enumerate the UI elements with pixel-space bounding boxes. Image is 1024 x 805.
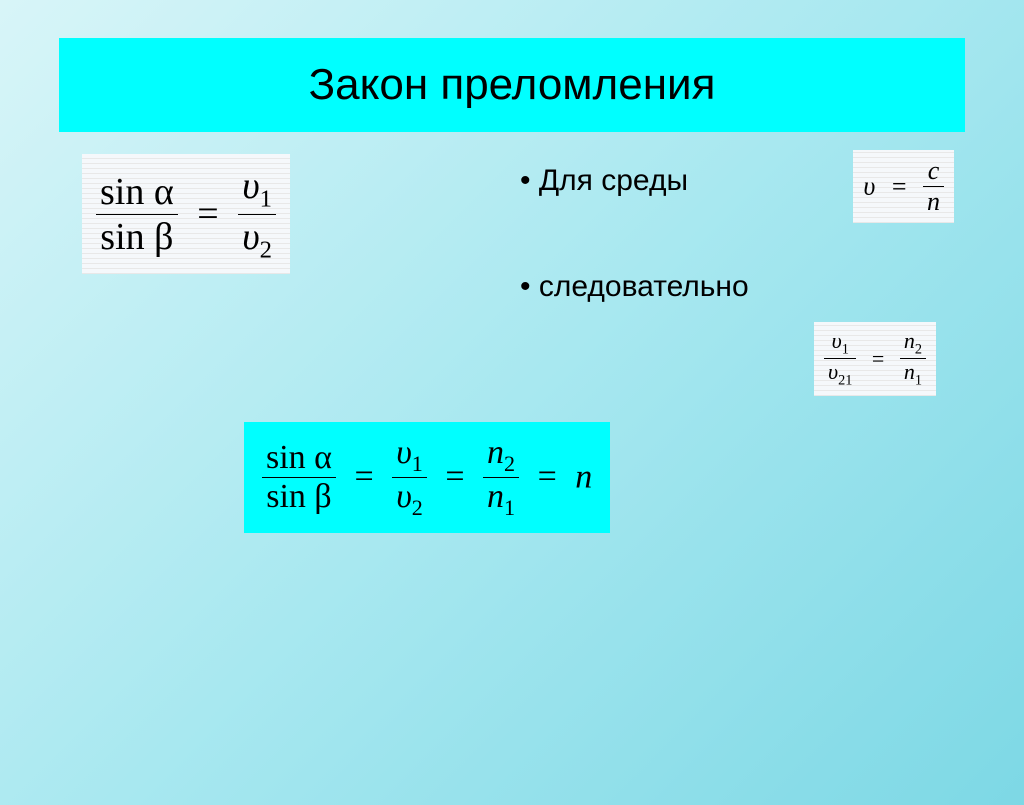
final-p1-num: sin α	[262, 439, 336, 477]
equals-sign: =	[528, 458, 567, 496]
ratio-l-num: υ1	[824, 328, 856, 358]
vel-den: n	[923, 186, 944, 217]
vel-lhs: υ	[863, 172, 875, 201]
ratio-l-den: υ21	[824, 358, 856, 389]
formula-final: sin α sin β = υ1 υ2 = n2 n1 = n	[244, 422, 610, 533]
equals-sign: =	[862, 346, 894, 372]
vel-num: c	[923, 156, 944, 186]
slide-title: Закон преломления	[59, 60, 965, 110]
formula-ratio: υ1 υ21 = n2 n1	[814, 322, 936, 396]
title-bar: Закон преломления	[59, 38, 965, 132]
formula-main: sin α sin β = υ1 υ2	[82, 154, 290, 274]
final-rhs: n	[575, 458, 592, 495]
final-p2-den: υ2	[392, 477, 427, 521]
bullet-1: Для среды	[520, 164, 749, 198]
equals-sign: =	[882, 172, 917, 202]
main-rhs-den: υ2	[238, 214, 276, 265]
equals-sign: =	[345, 458, 384, 496]
main-rhs-num: υ1	[238, 164, 276, 214]
bullet-list: Для среды следовательно	[520, 164, 749, 376]
final-p3-den: n1	[483, 477, 519, 521]
formula-velocity: υ = c n	[853, 150, 954, 223]
slide-content: sin α sin β = υ1 υ2 Для среды следовател…	[0, 132, 1024, 692]
final-p2-num: υ1	[392, 434, 427, 477]
ratio-r-num: n2	[900, 328, 926, 358]
bullet-2: следовательно	[520, 270, 749, 304]
final-p3-num: n2	[483, 434, 519, 477]
main-lhs-den: sin β	[96, 214, 178, 259]
final-p1-den: sin β	[262, 477, 336, 516]
ratio-r-den: n1	[900, 358, 926, 389]
main-lhs-num: sin α	[96, 170, 178, 214]
equals-sign: =	[187, 192, 228, 236]
equals-sign: =	[435, 458, 474, 496]
